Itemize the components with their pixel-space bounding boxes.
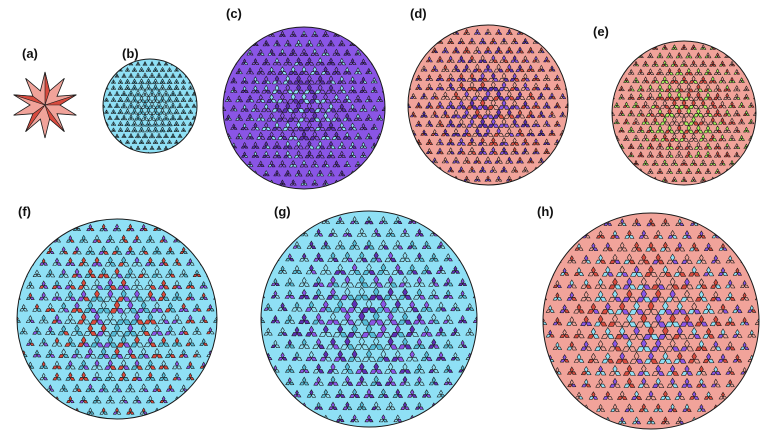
panel-f-cluster — [16, 218, 218, 420]
panel-label-b: (b) — [122, 46, 139, 61]
panel-a-star-polyhedron — [13, 71, 77, 139]
panel-d-cluster — [407, 24, 569, 186]
panel-h-cluster — [542, 212, 760, 430]
panel-label-d: (d) — [410, 6, 427, 21]
panel-b-cluster — [102, 58, 198, 154]
panel-label-e: (e) — [593, 24, 609, 39]
panel-label-f: (f) — [18, 204, 31, 219]
panel-label-a: (a) — [22, 46, 38, 61]
panel-c-cluster — [222, 26, 386, 190]
panel-label-c: (c) — [226, 6, 242, 21]
panel-g-cluster — [260, 210, 478, 428]
panel-e-cluster — [611, 40, 757, 186]
panel-label-h: (h) — [537, 204, 554, 219]
panel-label-g: (g) — [274, 204, 291, 219]
